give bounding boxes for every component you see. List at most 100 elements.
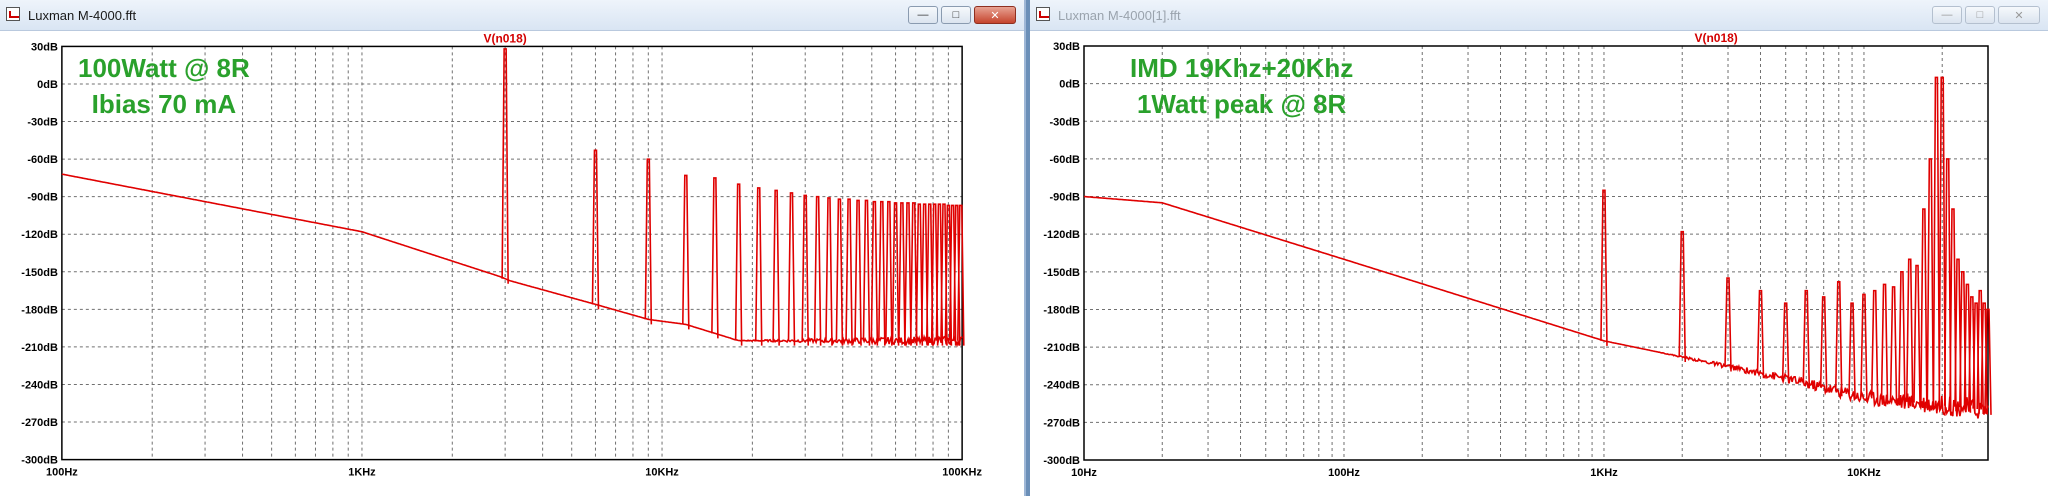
harmonic-peak — [878, 200, 886, 346]
y-tick-label: -30dB — [1049, 116, 1080, 128]
harmonic-peak — [644, 158, 653, 325]
x-tick-label: 100Hz — [1328, 467, 1360, 479]
x-tick-label: 10KHz — [1847, 467, 1881, 479]
y-tick-label: -150dB — [1043, 267, 1080, 279]
y-tick-label: -90dB — [1049, 192, 1080, 204]
y-tick-label: -30dB — [27, 117, 58, 129]
y-tick-label: 0dB — [37, 79, 58, 91]
harmonic-peak — [1756, 289, 1765, 379]
y-tick-label: -60dB — [27, 154, 58, 166]
annotation-line-2: Ibias 70 mA — [91, 89, 237, 119]
harmonic-peak — [501, 48, 509, 284]
harmonic-peak — [909, 202, 918, 346]
harmonic-peak — [891, 202, 900, 346]
harmonic-peak — [854, 199, 862, 346]
harmonic-peak — [1781, 302, 1790, 384]
maximize-icon[interactable]: □ — [941, 6, 971, 24]
harmonic-peak — [845, 198, 853, 346]
annotation-line-2: 1Watt peak @ 8R — [1136, 89, 1347, 119]
harmonic-peak — [915, 203, 924, 346]
x-tick-label: 10KHz — [645, 467, 679, 479]
harmonic-peak — [885, 200, 893, 346]
harmonic-peak — [1678, 230, 1687, 363]
harmonic-peak — [754, 187, 763, 346]
minimize-icon[interactable]: — — [908, 6, 938, 24]
harmonic-peak — [734, 183, 743, 346]
maximize-icon[interactable]: □ — [1965, 6, 1995, 24]
y-tick-label: -240dB — [21, 379, 58, 391]
harmonic-peak — [1949, 208, 1957, 412]
harmonic-peak — [1860, 293, 1868, 403]
spectrum-trace — [1083, 76, 1992, 419]
harmonic-peak — [1802, 289, 1811, 389]
fft-window-right[interactable]: Luxman M-4000[1].fft — □ ✕ 30dB 0dB -30dB -… — [1030, 0, 2048, 496]
harmonic-peak — [1920, 208, 1928, 409]
x-tick-label: 1KHz — [348, 467, 376, 479]
annotation-line-1: IMD 19Khz+20Khz — [1130, 53, 1354, 83]
harmonic-peak — [904, 202, 912, 346]
harmonic-peak — [787, 192, 796, 346]
harmonic-peak — [1819, 296, 1828, 393]
harmonic-peak — [1932, 76, 1941, 410]
minimize-icon[interactable]: — — [1932, 6, 1962, 24]
y-tick-label: 30dB — [1053, 41, 1080, 53]
title-bar[interactable]: Luxman M-4000[1].fft — □ ✕ — [1030, 0, 2048, 31]
y-tick-label: -180dB — [1043, 304, 1080, 316]
y-tick-label: -300dB — [21, 455, 58, 467]
close-icon[interactable]: ✕ — [1998, 6, 2040, 24]
trace-label: V(n018) — [1694, 31, 1737, 45]
waveform-app-icon — [1036, 7, 1050, 21]
harmonic-peak — [772, 189, 780, 346]
fft-window-left[interactable]: Luxman M-4000.fft — □ ✕ 30dB 0dB -30dB -60d… — [0, 0, 1026, 496]
y-tick-label: -150dB — [21, 267, 58, 279]
plot-annotation: 100Watt @ 8R Ibias 70 mA — [78, 50, 250, 122]
y-tick-label: -180dB — [21, 304, 58, 316]
window-controls: — □ ✕ — [908, 6, 1016, 24]
harmonic-peak — [801, 194, 810, 346]
y-tick-label: -90dB — [27, 192, 58, 204]
harmonic-peak — [1984, 308, 1992, 415]
y-tick-label: -210dB — [1043, 342, 1080, 354]
harmonic-peak — [1913, 264, 1921, 408]
harmonic-peak — [957, 204, 965, 346]
noise-floor-line — [61, 173, 963, 348]
harmonic-peak — [1889, 286, 1898, 406]
harmonic-peak — [1600, 189, 1608, 346]
y-tick-label: -270dB — [1043, 417, 1080, 429]
spectrum-trace — [61, 48, 965, 348]
x-tick-label: 10Hz — [1071, 467, 1097, 479]
window-controls: — □ ✕ — [1932, 6, 2040, 24]
harmonic-peak — [898, 202, 906, 346]
harmonic-peak — [1724, 277, 1732, 372]
harmonic-peak — [1848, 302, 1856, 400]
title-bar[interactable]: Luxman M-4000.fft — □ ✕ — [0, 0, 1024, 31]
fft-plot[interactable]: 30dB 0dB -30dB -60dB -90dB -120dB -150dB -180dB… — [0, 30, 1024, 496]
noise-floor-line — [1083, 195, 1989, 419]
trace-label: V(n018) — [484, 31, 527, 45]
harmonic-peak — [711, 177, 719, 339]
harmonic-peak — [1943, 158, 1952, 411]
harmonic-peak — [862, 199, 871, 346]
close-icon[interactable]: ✕ — [974, 6, 1016, 24]
fft-plot[interactable]: 30dB 0dB -30dB -60dB -90dB -120dB -150dB -180dB… — [1030, 30, 2048, 496]
harmonic-peak — [1898, 271, 1906, 407]
plot-frame — [1083, 45, 1989, 461]
harmonic-peak — [1834, 281, 1843, 397]
harmonic-peak — [1870, 289, 1879, 404]
y-tick-label: -300dB — [1043, 455, 1080, 467]
harmonic-peak — [1880, 283, 1889, 405]
window-title: Luxman M-4000[1].fft — [1058, 8, 1181, 23]
y-tick-label: -120dB — [21, 229, 58, 241]
harmonic-peak — [813, 195, 822, 346]
harmonic-peak — [835, 198, 844, 346]
y-tick-label: -210dB — [21, 342, 58, 354]
y-tick-label: -120dB — [1043, 229, 1080, 241]
waveform-app-icon — [6, 7, 20, 21]
x-tick-label: 100KHz — [942, 467, 982, 479]
harmonic-peak — [825, 197, 833, 346]
y-tick-label: -240dB — [1043, 380, 1080, 392]
window-title: Luxman M-4000.fft — [28, 8, 137, 23]
y-tick-label: -270dB — [21, 417, 58, 429]
harmonic-peak — [1954, 258, 1962, 412]
y-tick-label: -60dB — [1049, 154, 1080, 166]
